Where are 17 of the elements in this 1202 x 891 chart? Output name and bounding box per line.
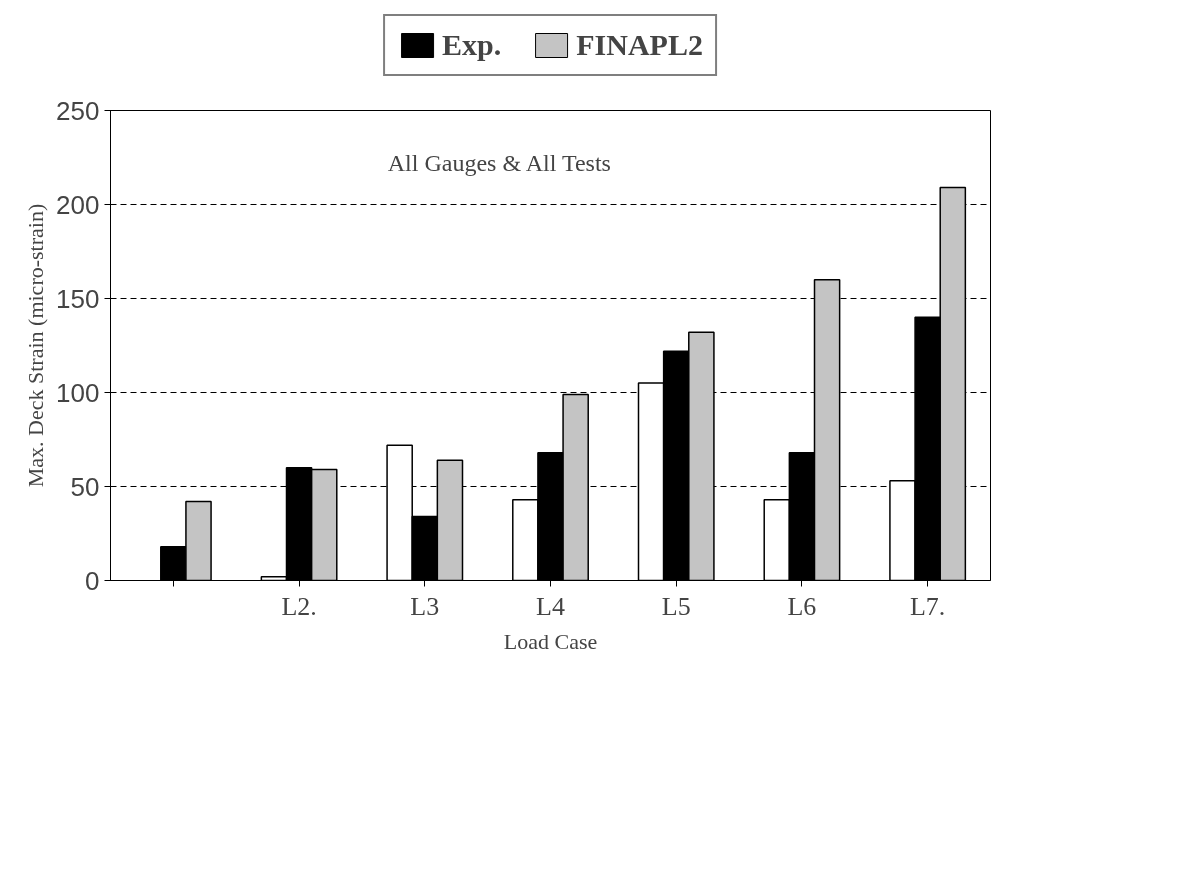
y-tick-label: 250 xyxy=(56,95,100,126)
y-tick-label: 0 xyxy=(85,565,100,596)
x-tick-label: L3 xyxy=(410,591,440,621)
y-tick-label: 150 xyxy=(56,283,100,314)
x-tick-label: L7. xyxy=(909,591,946,621)
y-tick-label: 50 xyxy=(70,471,100,502)
x-tick-label: L5 xyxy=(661,591,691,621)
legend-label: Exp. xyxy=(442,28,502,62)
y-tick-label: 100 xyxy=(56,377,100,408)
x-axis-title: Load Case xyxy=(503,628,598,654)
x-tick-label: L6 xyxy=(787,591,817,621)
x-tick-label: L4 xyxy=(536,591,565,621)
legend-label: FINAPL2 xyxy=(576,28,703,62)
x-tick-label: L2. xyxy=(281,591,317,621)
y-axis-title: Max. Deck Strain (micro-strain) xyxy=(23,203,49,488)
y-tick-label: 200 xyxy=(56,189,100,220)
annotation: All Gauges & All Tests xyxy=(387,150,611,177)
